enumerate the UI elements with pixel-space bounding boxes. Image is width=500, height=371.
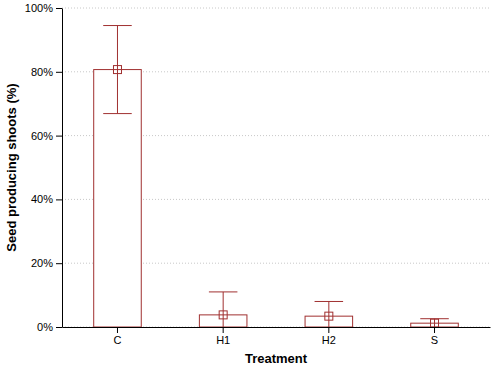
plot: 0% 20% 40% 60% 80% 100% C H1 H2 S: [25, 2, 491, 346]
y-tick-mark: [56, 327, 62, 328]
x-tick: H1: [216, 327, 230, 346]
y-tick: 40%: [31, 193, 62, 205]
x-tick-label: H1: [216, 334, 230, 346]
y-axis: 0% 20% 40% 60% 80% 100%: [25, 2, 63, 333]
y-tick: 20%: [31, 257, 62, 269]
y-tick-mark: [56, 8, 62, 9]
y-tick-mark: [56, 199, 62, 200]
y-tick-label: 20%: [31, 257, 53, 269]
x-axis: C H1 H2 S: [63, 327, 491, 346]
grid-line: [62, 8, 490, 9]
marker: [219, 311, 227, 319]
x-tick: S: [431, 327, 438, 346]
x-tick-mark: [328, 327, 329, 333]
error-bar: [315, 301, 344, 327]
x-tick-label: C: [114, 334, 122, 346]
x-tick-label: S: [431, 334, 438, 346]
error-bar: [103, 26, 132, 114]
y-tick: 80%: [31, 66, 62, 78]
y-tick-mark: [56, 263, 62, 264]
x-tick-mark: [434, 327, 435, 333]
x-axis-line: [63, 327, 491, 328]
x-tick: C: [114, 327, 122, 346]
error-bar-line: [315, 301, 344, 327]
y-tick-label: 60%: [31, 130, 53, 142]
y-tick: 100%: [25, 2, 62, 14]
error-bar-line: [420, 319, 449, 327]
marker: [325, 312, 333, 320]
y-axis-title: Seed producing shoots (%): [4, 83, 19, 251]
y-tick: 60%: [31, 130, 62, 142]
x-tick-mark: [117, 327, 118, 333]
y-axis-line: [62, 9, 63, 328]
error-bar-line: [103, 26, 132, 114]
y-tick-label: 40%: [31, 193, 53, 205]
marker: [113, 66, 121, 74]
error-bar: [209, 292, 238, 327]
x-axis-title: Treatment: [245, 351, 308, 366]
marks: [94, 26, 459, 327]
y-tick-label: 100%: [25, 2, 53, 14]
y-tick: 0%: [37, 321, 62, 333]
y-tick-mark: [56, 72, 62, 73]
grid: [62, 8, 490, 327]
y-tick-label: 0%: [37, 321, 53, 333]
error-bar-line: [209, 292, 238, 327]
y-tick-label: 80%: [31, 66, 53, 78]
y-tick-mark: [56, 136, 62, 137]
marker: [431, 319, 439, 327]
chart: 0% 20% 40% 60% 80% 100% C H1 H2 S Treatment Seed pr…: [0, 0, 500, 371]
x-tick: H2: [322, 327, 336, 346]
error-bar: [420, 319, 449, 327]
x-tick-mark: [223, 327, 224, 333]
x-tick-label: H2: [322, 334, 336, 346]
